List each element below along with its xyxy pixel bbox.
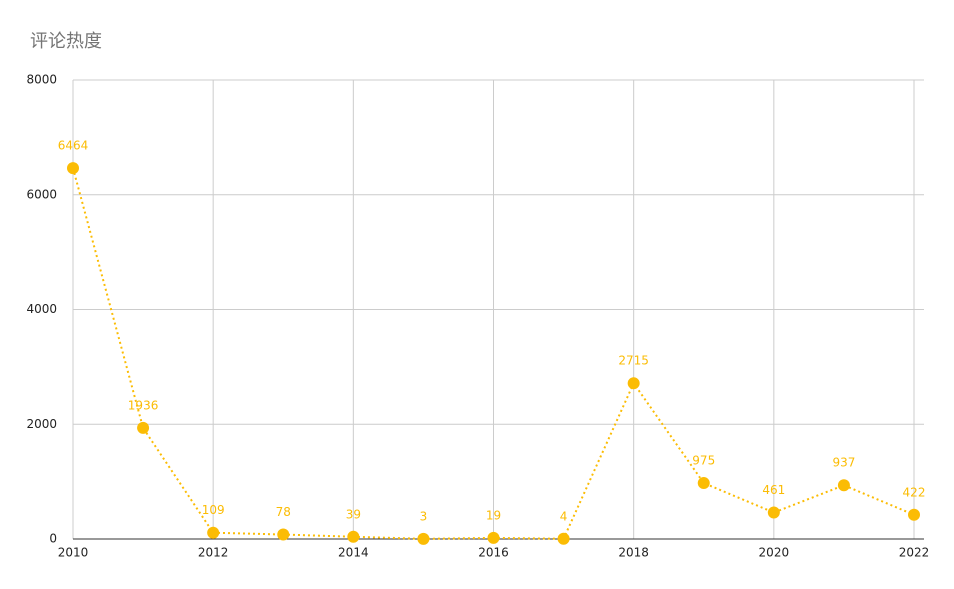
- data-label: 4: [560, 509, 568, 523]
- point: [837, 479, 850, 492]
- point: [417, 532, 430, 545]
- point: [347, 530, 360, 543]
- data-label: 3: [420, 509, 428, 523]
- y-tick-label: 2000: [26, 417, 57, 431]
- data-label: 109: [202, 503, 225, 517]
- data-label: 937: [832, 456, 855, 470]
- point: [557, 532, 570, 545]
- x-tick-label: 2016: [478, 546, 509, 560]
- y-tick-label: 8000: [26, 73, 57, 87]
- x-tick-label: 2014: [338, 546, 369, 560]
- data-label: 39: [346, 507, 361, 521]
- y-tick-label: 4000: [26, 302, 57, 316]
- point: [487, 531, 500, 544]
- point: [908, 508, 920, 521]
- data-label: 422: [903, 485, 926, 499]
- x-tick-label: 2020: [759, 546, 790, 560]
- chart-title: 评论热度: [30, 31, 102, 52]
- x-tick-label: 2022: [899, 546, 930, 560]
- data-label: 1936: [128, 398, 159, 412]
- point: [137, 421, 150, 434]
- point: [67, 162, 79, 175]
- data-label: 2715: [618, 354, 649, 368]
- point: [627, 377, 640, 390]
- x-tick-label: 2012: [198, 546, 229, 560]
- data-label: 975: [692, 454, 715, 468]
- data-label: 461: [762, 483, 785, 497]
- data-label: 19: [486, 508, 501, 522]
- y-tick-label: 0: [49, 532, 57, 546]
- point: [207, 526, 220, 539]
- point: [277, 528, 290, 541]
- x-tick-label: 2018: [618, 546, 649, 560]
- data-label: 6464: [58, 139, 89, 153]
- y-tick-label: 6000: [26, 187, 57, 201]
- point: [697, 477, 710, 490]
- data-label: 78: [276, 505, 291, 519]
- point: [767, 506, 780, 519]
- x-tick-label: 2010: [58, 546, 89, 560]
